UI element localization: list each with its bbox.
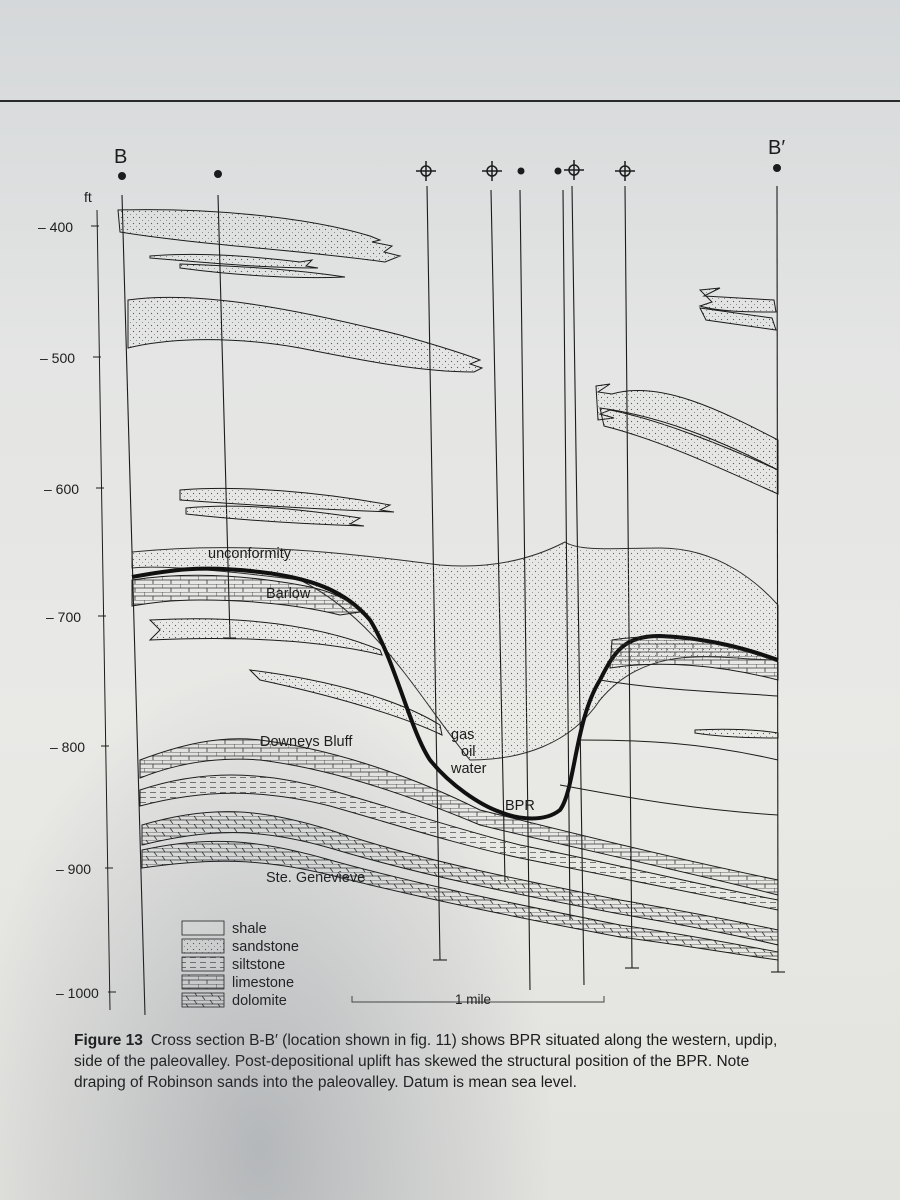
shale-lines xyxy=(559,679,779,816)
legend-swatch-dolomite xyxy=(181,992,225,1008)
unconformity-label: unconformity xyxy=(208,546,292,562)
legend-swatch-siltstone xyxy=(181,956,225,972)
depth-tick-label: – 600 xyxy=(44,481,79,497)
depth-tick-label: – 1000 xyxy=(56,985,99,1001)
depth-tick-label: – 900 xyxy=(56,861,91,877)
dry-hole-icon xyxy=(517,167,525,175)
legend-swatch-limestone xyxy=(181,974,225,990)
lower-units xyxy=(139,738,779,961)
dry-hole-icon xyxy=(773,164,781,172)
barlow-limestone xyxy=(131,574,361,616)
page-header-rule xyxy=(0,100,900,102)
depth-tick-label: – 400 xyxy=(38,219,73,235)
depth-tick-label: – 800 xyxy=(50,739,85,755)
gas-well-icon xyxy=(564,160,584,180)
caption-text: Cross section B-B′ (location shown in fi… xyxy=(74,1032,778,1091)
dry-hole-icon xyxy=(554,167,562,175)
legend-label-sandstone: sandstone xyxy=(232,939,299,955)
gas-label: gas xyxy=(451,727,474,743)
legend-label-shale: shale xyxy=(232,921,267,937)
sandstone-lenses xyxy=(117,209,779,527)
dry-hole-icon xyxy=(214,170,222,178)
legend-label-siltstone: siltstone xyxy=(232,957,285,973)
well-symbols xyxy=(118,160,781,181)
legend-label-dolomite: dolomite xyxy=(232,993,287,1009)
gas-well-icon xyxy=(615,161,635,181)
oil-label: oil xyxy=(461,744,476,760)
figure-caption: Figure 13 Cross section B-B′ (location sh… xyxy=(74,1030,784,1093)
gas-well-icon xyxy=(482,161,502,181)
barlow-label: Barlow xyxy=(266,586,311,602)
bpr-label: BPR xyxy=(505,798,535,814)
scale-bar: 1 mile xyxy=(351,992,605,1007)
legend-swatch-shale xyxy=(181,920,225,936)
depth-tick-label: – 700 xyxy=(46,609,81,625)
figure-label: Figure 13 xyxy=(74,1032,143,1049)
section-label-b: B xyxy=(114,146,127,168)
downeys-bluff-label: Downeys Bluff xyxy=(260,734,353,750)
depth-tick-label: – 500 xyxy=(40,350,75,366)
dry-hole-icon xyxy=(118,172,126,180)
scale-bar-label: 1 mile xyxy=(455,992,491,1007)
barlow-limestone-east xyxy=(609,636,779,681)
gas-well-icon xyxy=(416,161,436,181)
lithology-legend: shale sandstone siltstone limestone dolo… xyxy=(181,920,299,1009)
section-label-b-prime: B′ xyxy=(768,137,785,159)
depth-unit-label: ft xyxy=(84,189,92,205)
legend-label-limestone: limestone xyxy=(232,975,294,991)
legend-swatch-sandstone xyxy=(181,938,225,954)
depth-axis: ft – 400 – 500 – 600 – 700 – 800 – 900 –… xyxy=(38,189,116,1011)
ste-genevieve-label: Ste. Genevieve xyxy=(266,870,365,886)
water-label: water xyxy=(450,761,487,777)
